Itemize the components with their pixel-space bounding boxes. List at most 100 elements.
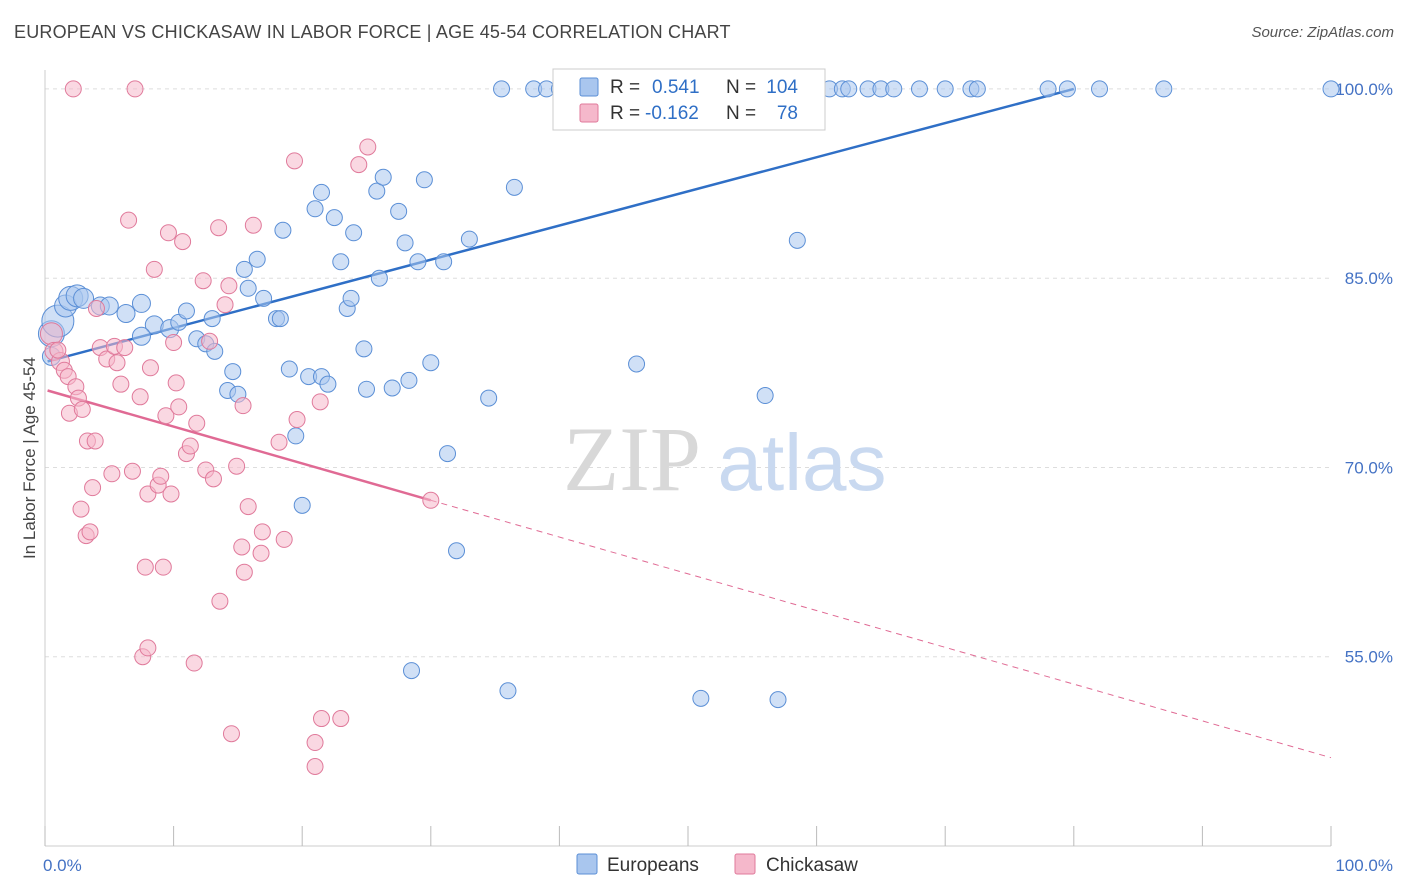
legend-r-label-1: R =: [610, 77, 640, 98]
europeans-point: [756, 387, 774, 405]
chickasaw-point: [216, 296, 234, 314]
tick-labels: 55.0% 70.0% 85.0% 100.0% 0.0% 100.0%: [43, 80, 1393, 875]
watermark: ZIP atlas: [563, 408, 886, 510]
europeans-point: [293, 496, 311, 514]
chickasaw-point: [422, 491, 440, 509]
chickasaw-point: [87, 299, 105, 317]
legend-swatch-chickasaw: [579, 103, 599, 123]
chickasaw-point: [359, 138, 377, 156]
europeans-point: [116, 304, 136, 324]
europeans-point: [403, 662, 421, 680]
europeans-point: [319, 375, 337, 393]
chickasaw-point: [72, 500, 90, 518]
europeans-point: [439, 445, 457, 463]
europeans-point: [248, 250, 266, 268]
legend-swatch-europeans: [579, 77, 599, 97]
legend-n-label-2: N =: [726, 103, 756, 124]
chickasaw-point: [84, 479, 102, 497]
europeans-point: [910, 80, 928, 98]
europeans-point: [280, 360, 298, 378]
source-label: Source: ZipAtlas.com: [1251, 24, 1394, 41]
chickasaw-point: [170, 398, 188, 416]
europeans-point: [505, 178, 523, 196]
chickasaw-point: [204, 470, 222, 488]
legend-r-value-2: -0.162: [645, 103, 699, 124]
legend-n-value-1: 104: [766, 77, 798, 98]
europeans-point: [224, 363, 242, 381]
bottom-legend-chickasaw: Chickasaw: [766, 855, 858, 876]
europeans-point: [1039, 80, 1057, 98]
europeans-point: [1155, 80, 1173, 98]
bottom-legend-europeans: Europeans: [607, 855, 699, 876]
chickasaw-trend-line: [47, 389, 432, 502]
chickasaw-point: [234, 397, 252, 415]
europeans-point: [342, 289, 360, 307]
europeans-point: [131, 326, 151, 346]
europeans-point: [358, 380, 375, 398]
chickasaw-point: [311, 393, 329, 411]
europeans-point: [131, 293, 151, 313]
chickasaw-point: [73, 400, 91, 418]
chickasaw-point: [228, 457, 246, 475]
chickasaw-point: [350, 156, 368, 174]
chickasaw-point: [194, 272, 212, 290]
europeans-point: [968, 80, 986, 98]
europeans-point: [769, 691, 787, 709]
chickasaw-point: [233, 538, 251, 556]
bottom-legend-swatch-europeans: [576, 853, 598, 875]
chickasaw-point: [253, 523, 271, 541]
correlation-legend: R = 0.541 N = 104 R = -0.162 N = 78: [552, 68, 826, 131]
europeans-point: [390, 202, 408, 220]
chickasaw-point: [49, 341, 67, 359]
chickasaw-point: [120, 211, 138, 229]
europeans-point: [374, 168, 392, 186]
legend-n-value-2: 78: [777, 103, 798, 124]
chickasaw-point: [123, 462, 141, 480]
y-tick-label: 100.0%: [1335, 80, 1393, 99]
europeans-point: [885, 80, 903, 98]
europeans-point: [355, 340, 373, 358]
y-tick-label: 55.0%: [1345, 648, 1393, 667]
europeans-point: [460, 230, 478, 248]
europeans-point: [271, 310, 289, 328]
chickasaw-point: [285, 152, 303, 170]
europeans-point: [422, 354, 440, 372]
europeans-point: [692, 689, 710, 707]
chickasaw-point: [167, 374, 185, 392]
chickasaw-point: [306, 734, 324, 752]
europeans-point: [325, 209, 343, 227]
chickasaw-point: [165, 334, 183, 352]
chickasaw-point: [235, 563, 253, 581]
europeans-point: [628, 355, 646, 373]
chickasaw-point: [312, 710, 330, 728]
europeans-point: [370, 269, 388, 287]
europeans-point: [400, 371, 418, 389]
legend-r-value-1: 0.541: [652, 77, 700, 98]
europeans-point: [936, 80, 954, 98]
europeans-point: [368, 182, 386, 200]
europeans-point: [435, 253, 453, 271]
chickasaw-point: [275, 530, 293, 548]
bottom-legend-swatch-chickasaw: [734, 853, 756, 875]
chickasaw-point: [131, 388, 149, 406]
y-axis-label: In Labor Force | Age 45-54: [20, 357, 39, 559]
europeans-point: [235, 260, 253, 278]
chickasaw-point: [39, 322, 63, 346]
chickasaw-point: [181, 437, 199, 455]
europeans-point: [383, 379, 401, 397]
chickasaw-point: [174, 233, 192, 251]
chickasaw-point: [157, 407, 175, 425]
europeans-point: [1322, 80, 1340, 98]
europeans-point: [345, 224, 363, 242]
x-tick-label: 0.0%: [43, 856, 82, 875]
chickasaw-point: [239, 498, 257, 516]
chickasaw-point: [211, 592, 229, 610]
chickasaw-point: [154, 558, 172, 576]
watermark-atlas: atlas: [718, 418, 887, 507]
europeans-point: [1091, 80, 1109, 98]
chickasaw-point: [145, 260, 163, 278]
europeans-point: [396, 234, 414, 252]
chickasaw-point: [252, 544, 270, 562]
legend-r-label-2: R =: [610, 103, 640, 124]
